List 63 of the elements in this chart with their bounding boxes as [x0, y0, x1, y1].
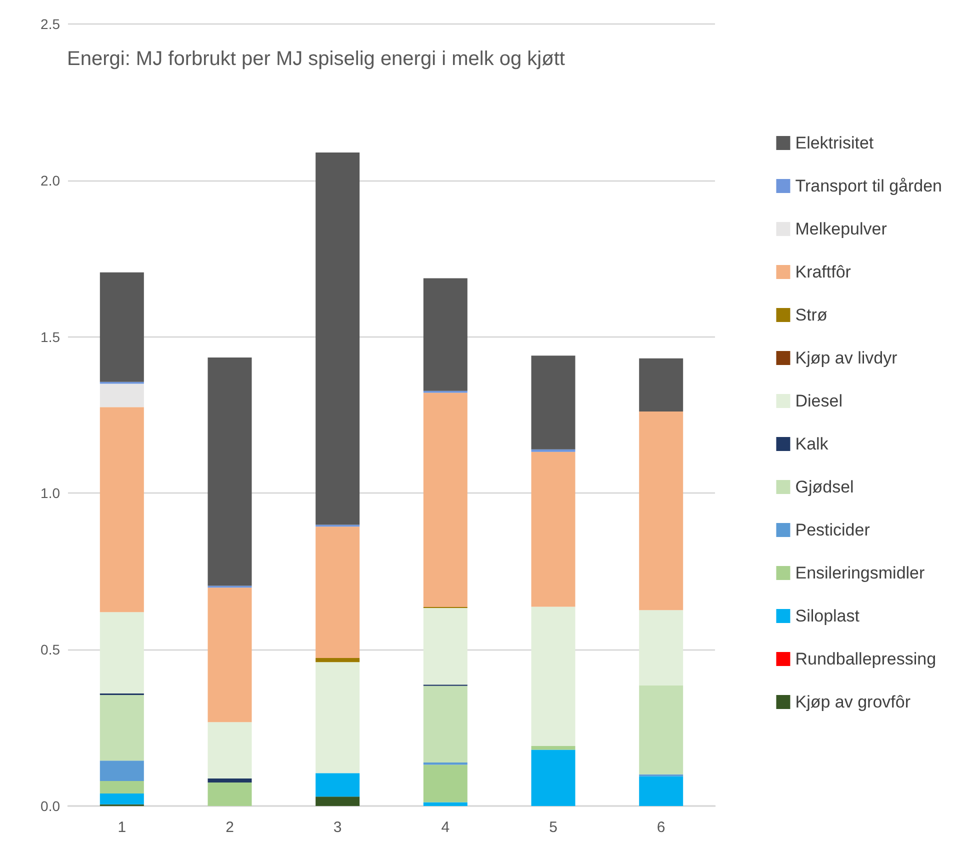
x-tick-label: 6	[656, 819, 666, 836]
y-tick-label: 1.5	[40, 328, 60, 345]
x-tick-label: 2	[226, 819, 234, 836]
bar	[639, 358, 684, 412]
text: 0.0	[40, 798, 60, 814]
legend-label: Kraftfôr	[795, 262, 852, 282]
legend-label: Kjøp av grovfôr	[795, 692, 911, 712]
bar	[423, 278, 468, 391]
bar	[316, 796, 360, 806]
legend-label: Kalk	[795, 434, 829, 454]
x-tick-label: 4	[441, 819, 450, 836]
bar	[100, 780, 144, 794]
legend-label: Pesticider	[795, 520, 870, 540]
bar	[423, 392, 468, 608]
legend-label: Gjødsel	[795, 478, 854, 496]
x-tick-label: 5	[549, 819, 558, 836]
x-tick-label: 3	[333, 819, 342, 836]
bar	[316, 526, 360, 658]
bar	[208, 722, 252, 778]
bar	[423, 608, 468, 685]
bar	[316, 662, 360, 774]
bar	[423, 686, 468, 763]
text: 2.0	[40, 172, 60, 188]
bar	[531, 606, 576, 746]
bar	[208, 782, 252, 806]
bar	[100, 760, 144, 781]
bar	[208, 588, 252, 722]
bar	[531, 356, 576, 450]
legend-label: Strø	[795, 306, 828, 324]
bar	[531, 750, 576, 806]
bar	[316, 658, 360, 662]
y-tick-label: 2.5	[40, 16, 60, 32]
bar	[531, 449, 576, 452]
bar	[423, 764, 468, 802]
bar	[639, 610, 684, 686]
legend-label: Melkepulver	[795, 220, 888, 238]
legend-label: Diesel	[795, 392, 842, 410]
bar	[100, 793, 144, 804]
bar	[316, 773, 360, 797]
text: Energi: MJ forbrukt per MJ spiselig energi i melk og kjøtt	[67, 48, 566, 70]
legend-label: Siloplast	[795, 606, 860, 626]
x-tick-label: 1	[118, 819, 126, 836]
bar	[639, 412, 684, 610]
legend-label: Transport til gården	[795, 176, 942, 196]
bar	[100, 694, 144, 761]
bar	[531, 452, 576, 607]
bar	[100, 384, 144, 408]
bar	[100, 612, 144, 694]
legend-label: Ensileringsmidler	[795, 564, 925, 582]
bar	[100, 407, 144, 612]
y-tick-label: 0.5	[40, 642, 60, 658]
bar	[208, 778, 252, 783]
bar	[639, 776, 684, 806]
legend-label: Elektrisitet	[795, 134, 874, 152]
legend-label: Kjøp av livdyr	[795, 348, 898, 368]
bar	[423, 802, 468, 806]
text: 1.0	[40, 485, 60, 502]
legend-label: Rundballepressing	[795, 650, 936, 668]
bar	[208, 357, 252, 586]
bar	[531, 746, 576, 750]
bar	[100, 272, 144, 382]
bar	[639, 685, 684, 774]
bar	[316, 152, 360, 525]
